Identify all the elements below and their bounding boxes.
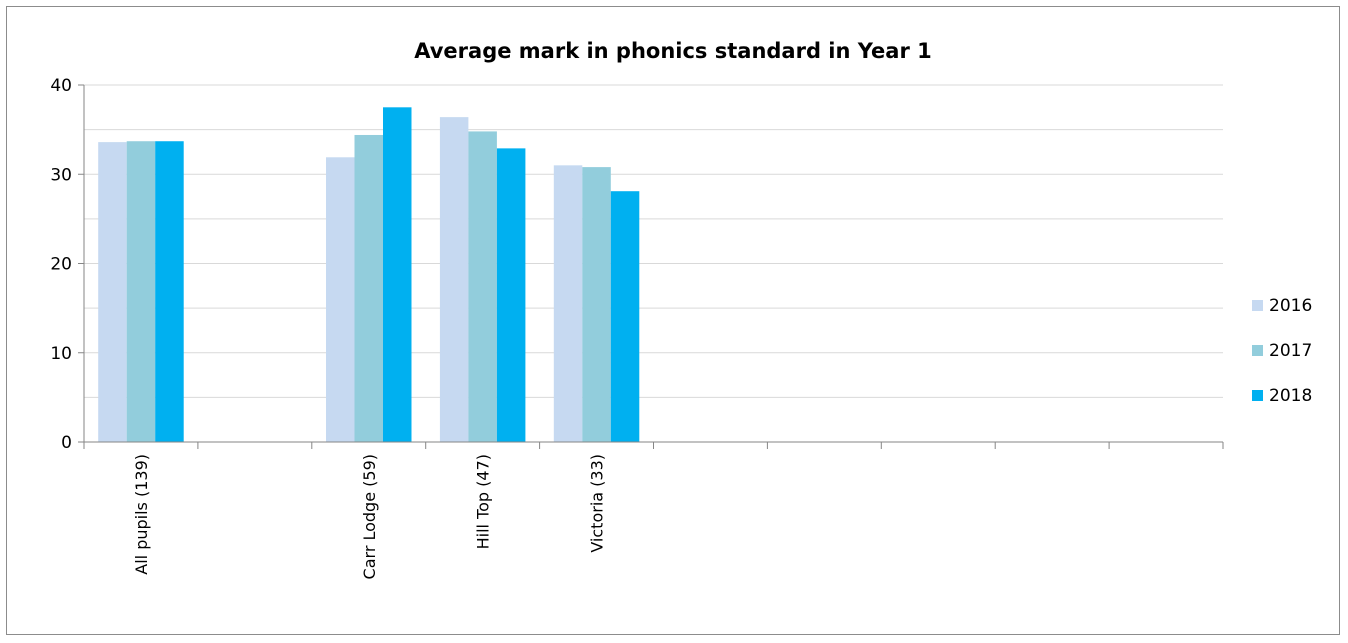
bar-2018-2	[383, 107, 412, 442]
x-category-label: All pupils (139)	[132, 454, 151, 575]
bars	[98, 107, 640, 443]
bar-2016-3	[439, 117, 469, 442]
y-tick-label: 20	[50, 255, 72, 275]
x-category-label: Carr Lodge (59)	[360, 454, 379, 579]
legend-swatch-2016	[1252, 300, 1263, 311]
legend-label-2018: 2018	[1269, 386, 1312, 406]
x-category-label: Hill Top (47)	[474, 454, 493, 549]
axes	[78, 84, 1224, 449]
gridlines	[84, 84, 1223, 398]
legend-label-2016: 2016	[1269, 296, 1312, 316]
bar-2017-2	[354, 134, 383, 443]
bar-2018-0	[155, 141, 184, 443]
legend-swatch-2017	[1252, 345, 1263, 356]
y-tick-label: 30	[50, 165, 72, 185]
y-tick-label: 0	[61, 433, 72, 453]
legend-swatch-2018	[1252, 390, 1263, 401]
chart-frame	[6, 6, 1340, 635]
y-tick-label: 40	[50, 76, 72, 96]
bar-2016-2	[326, 157, 355, 443]
bar-2017-4	[582, 167, 611, 443]
bar-2016-0	[98, 142, 127, 442]
legend-label-2017: 2017	[1269, 341, 1312, 361]
bar-2017-3	[468, 131, 497, 442]
bar-2017-0	[126, 141, 156, 443]
x-category-label: Victoria (33)	[588, 454, 607, 553]
y-tick-labels: 0 10 20 30 40	[50, 76, 72, 453]
bar-2018-4	[610, 191, 640, 442]
legend: 2016 2017 2018	[1252, 296, 1312, 406]
chart-title: Average mark in phonics standard in Year…	[414, 39, 932, 63]
bar-2018-3	[496, 148, 526, 442]
x-category-labels: All pupils (139) Carr Lodge (59) Hill Top …	[132, 454, 607, 579]
y-tick-label: 10	[50, 344, 72, 364]
bar-2016-4	[553, 165, 583, 442]
